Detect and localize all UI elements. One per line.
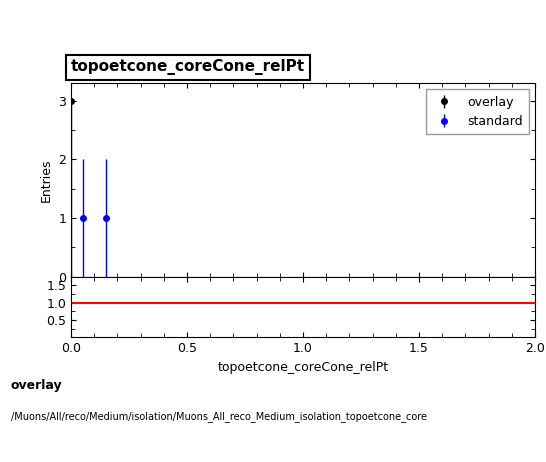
Y-axis label: Entries: Entries [39,158,52,202]
X-axis label: topoetcone_coreCone_relPt: topoetcone_coreCone_relPt [217,361,389,374]
Text: overlay: overlay [11,379,63,392]
Text: /Muons/All/reco/Medium/isolation/Muons_All_reco_Medium_isolation_topoetcone_core: /Muons/All/reco/Medium/isolation/Muons_A… [11,411,427,422]
Legend: overlay, standard: overlay, standard [426,90,529,134]
Text: topoetcone_coreCone_relPt: topoetcone_coreCone_relPt [71,60,305,75]
